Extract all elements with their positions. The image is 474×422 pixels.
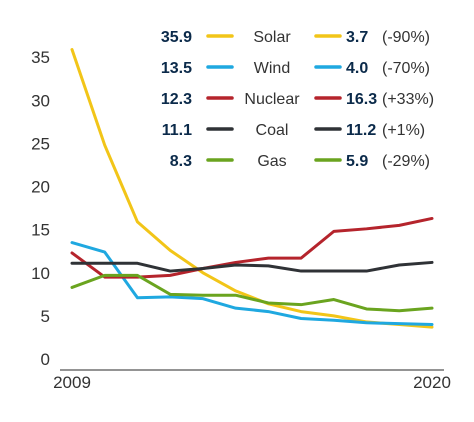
legend-row-gas: 8.3 Gas 5.9 (-29%): [170, 153, 430, 170]
legend-series-name: Wind: [254, 60, 290, 77]
y-tick-label: 30: [31, 91, 50, 110]
legend-series-name: Gas: [257, 153, 286, 170]
legend-change-pct: (-29%): [382, 153, 430, 170]
y-tick-label: 25: [31, 134, 50, 153]
legend-row-solar: 35.9 Solar 3.7 (-90%): [161, 29, 430, 46]
y-tick-label: 35: [31, 48, 50, 67]
legend-start-value: 8.3: [170, 153, 192, 170]
legend-change-pct: (-90%): [382, 29, 430, 46]
y-tick-label: 0: [41, 350, 50, 369]
legend-row-wind: 13.5 Wind 4.0 (-70%): [161, 60, 430, 77]
legend: 35.9 Solar 3.7 (-90%) 13.5 Wind 4.0 (-70%) 12.3 N…: [161, 29, 434, 170]
legend-row-nuclear: 12.3 Nuclear 16.3 (+33%): [161, 91, 434, 108]
legend-start-value: 13.5: [161, 60, 192, 77]
x-tick-label: 2020: [413, 373, 451, 392]
legend-end-value: 3.7: [346, 29, 368, 46]
legend-series-name: Nuclear: [244, 91, 300, 108]
legend-end-value: 4.0: [346, 60, 368, 77]
x-tick-label: 2009: [53, 373, 91, 392]
series-line-nuclear: [70, 216, 434, 279]
legend-change-pct: (-70%): [382, 60, 430, 77]
y-tick-label: 20: [31, 178, 50, 197]
y-tick-label: 5: [41, 307, 50, 326]
legend-end-value: 11.2: [346, 122, 376, 139]
legend-start-value: 35.9: [161, 29, 192, 46]
legend-change-pct: (+1%): [382, 122, 425, 139]
series-line-gas: [70, 273, 434, 313]
legend-row-coal: 11.1 Coal 11.2 (+1%): [162, 122, 425, 139]
y-tick-label: 10: [31, 264, 50, 283]
axis-layer: 0 5 10 15 20 25 30 35 2009 2020: [31, 48, 451, 392]
series-line-wind: [70, 241, 434, 327]
legend-end-value: 16.3: [346, 91, 377, 108]
series-layer: [70, 47, 434, 329]
legend-change-pct: (+33%): [382, 91, 434, 108]
legend-series-name: Solar: [253, 29, 291, 46]
y-tick-label: 15: [31, 221, 50, 240]
series-line-coal: [70, 260, 434, 273]
legend-series-name: Coal: [256, 122, 289, 139]
legend-end-value: 5.9: [346, 153, 368, 170]
legend-start-value: 11.1: [162, 122, 192, 139]
legend-start-value: 12.3: [161, 91, 192, 108]
